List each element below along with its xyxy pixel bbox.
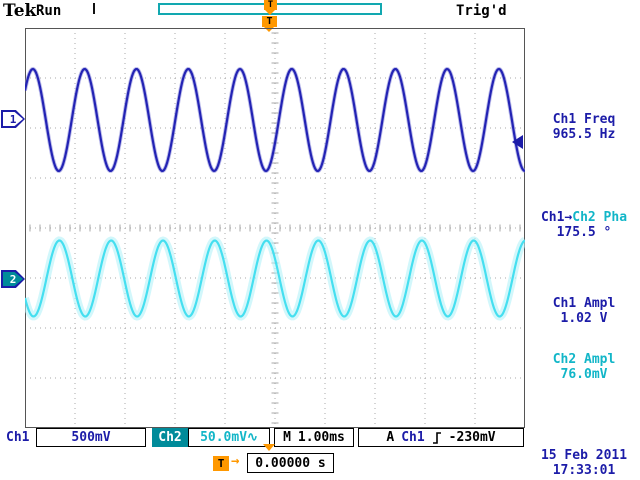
trigger-position-marker: T	[264, 0, 277, 10]
graticule	[21, 28, 527, 428]
phase-label-ch1: Ch1→	[540, 210, 573, 225]
timebase-value: 1.00ms	[297, 430, 345, 445]
trigger-time-arrow-icon: →	[231, 453, 240, 469]
trigger-status: Trig'd	[456, 3, 507, 19]
ch2-marker-label: 2	[3, 272, 23, 286]
acquisition-status: Run	[36, 3, 62, 19]
tek-logo: Tek	[3, 1, 37, 21]
ch2-scale-value: 50.0mV∿	[200, 430, 258, 445]
ch1-ampl-label: Ch1 Ampl	[552, 296, 616, 311]
ch2-channel-chip: Ch2	[152, 428, 188, 447]
ch2-scale-box: 50.0mV∿	[188, 428, 270, 447]
ch1-freq-value: 965.5 Hz	[552, 127, 616, 142]
ch2-ampl-label: Ch2 Ampl	[552, 352, 616, 367]
timebase-prefix: M	[283, 430, 291, 445]
ch1-marker-label: 1	[3, 112, 23, 126]
ch1-ampl-value: 1.02 V	[560, 311, 608, 326]
ch1-freq-label: Ch1 Freq	[552, 112, 616, 127]
rising-edge-icon	[432, 431, 441, 444]
time-display: 17:33:01	[552, 463, 616, 478]
trigger-settings-box: A Ch1 -230mV	[358, 428, 524, 447]
ch1-scale-box: 500mV	[36, 428, 146, 447]
ch1-channel-label: Ch1	[6, 430, 30, 445]
trigger-mode: A	[386, 430, 395, 445]
ch2-scale-pointer-icon	[263, 444, 275, 451]
phase-measurement-label: Ch1→Ch2 Pha	[528, 210, 640, 225]
trigger-position-pointer-icon	[265, 10, 275, 15]
ch2-position-marker: 2	[1, 270, 25, 288]
timebase-box: M 1.00ms	[274, 428, 354, 447]
ch2-trace	[23, 239, 526, 318]
record-start-tick	[93, 3, 95, 14]
phase-measurement-value: 175.5 °	[556, 225, 612, 240]
ch1-scale-value: 500mV	[71, 430, 111, 445]
trigger-time-chip: T	[213, 456, 229, 471]
waveform-display	[21, 28, 527, 428]
trigger-source: Ch1	[401, 430, 425, 445]
phase-label-ch2: Ch2 Pha	[572, 210, 628, 225]
trigger-time-box: 0.00000 s	[247, 453, 334, 473]
ch1-trace-glow	[23, 66, 526, 174]
trigger-t-flag: T	[262, 16, 277, 27]
ch2-ampl-value: 76.0mV	[560, 367, 608, 382]
trigger-flag-pointer-icon	[264, 27, 274, 32]
trigger-level-value: -230mV	[448, 430, 496, 445]
ch1-trace	[23, 67, 526, 173]
trigger-level-arrow-icon	[512, 135, 523, 149]
ch1-position-marker: 1	[1, 110, 25, 128]
date-display: 15 Feb 2011	[540, 448, 628, 463]
